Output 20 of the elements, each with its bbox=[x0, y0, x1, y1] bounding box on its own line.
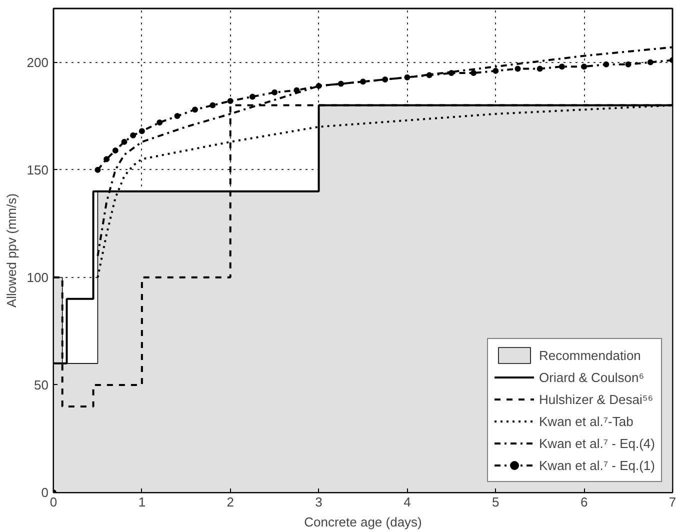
y-axis-title: Allowed ppv (mm/s) bbox=[4, 193, 19, 308]
y-tick-label: 100 bbox=[26, 270, 49, 285]
x-tick-label: 3 bbox=[315, 494, 322, 510]
x-tick-label: 6 bbox=[580, 494, 588, 510]
x-tick-label: 7 bbox=[668, 494, 676, 510]
y-tick-label: 50 bbox=[34, 377, 49, 392]
x-tick-label: 4 bbox=[404, 494, 411, 510]
y-tick-label: 150 bbox=[26, 162, 49, 178]
x-tick-label: 1 bbox=[138, 494, 146, 510]
y-tick-label: 200 bbox=[26, 54, 49, 70]
legend-label: Oriard & Coulson⁶ bbox=[539, 370, 644, 384]
legend-label: Recommendation bbox=[539, 348, 641, 362]
x-axis-title: Concrete age (days) bbox=[304, 514, 422, 530]
x-tick-label: 2 bbox=[226, 494, 234, 510]
y-tick-label: 0 bbox=[41, 485, 49, 500]
legend-label: Hulshizer & Desai⁵⁶ bbox=[539, 392, 654, 406]
legend-label: Kwan et al.⁷-Tab bbox=[539, 414, 634, 428]
legend-label: Kwan et al.⁷ - Eq.(4) bbox=[539, 436, 655, 450]
x-tick-label: 5 bbox=[492, 494, 500, 510]
legend-label: Kwan et al.⁷ - Eq.(1) bbox=[539, 458, 655, 472]
